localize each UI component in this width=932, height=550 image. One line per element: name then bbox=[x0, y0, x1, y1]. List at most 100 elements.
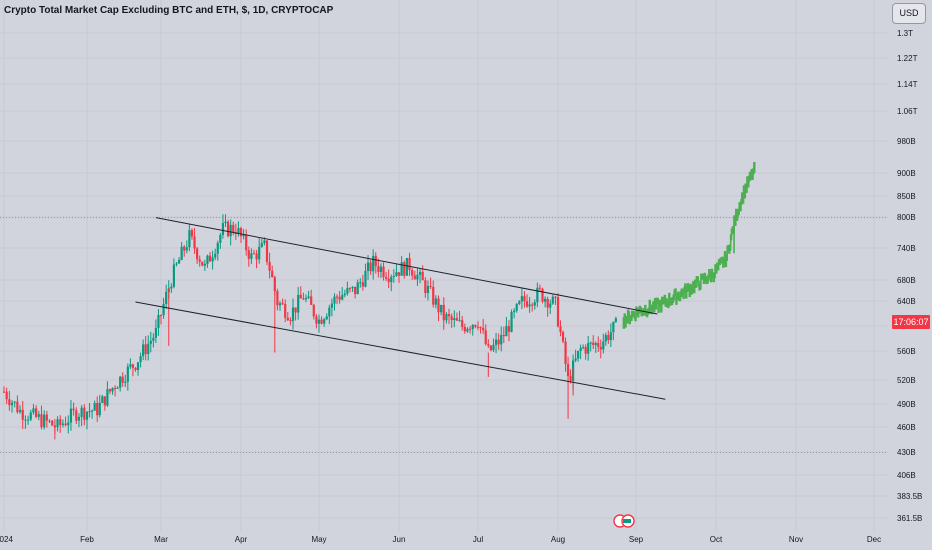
candle bbox=[147, 335, 150, 361]
events-icon[interactable] bbox=[611, 514, 637, 528]
candle-body bbox=[461, 320, 464, 327]
candle-body bbox=[45, 414, 48, 421]
candle-body bbox=[359, 282, 362, 284]
candle-body bbox=[476, 326, 480, 328]
candle-body bbox=[297, 294, 300, 313]
candle bbox=[211, 250, 214, 270]
candle bbox=[533, 299, 536, 310]
candle bbox=[226, 219, 230, 238]
channel-lines bbox=[135, 217, 666, 400]
candle-body bbox=[494, 339, 498, 345]
candle-body bbox=[21, 409, 24, 420]
candle bbox=[252, 249, 256, 255]
candle bbox=[250, 248, 253, 264]
candle bbox=[183, 244, 186, 257]
candle-body bbox=[121, 376, 124, 383]
candle-body bbox=[528, 304, 531, 307]
candle-body bbox=[75, 410, 78, 421]
candle bbox=[208, 251, 212, 262]
candle-body bbox=[221, 223, 225, 236]
candle bbox=[142, 339, 145, 361]
candle bbox=[474, 324, 477, 329]
chart-grid bbox=[0, 0, 888, 532]
candle-body bbox=[61, 423, 65, 425]
candle bbox=[260, 238, 263, 248]
candle bbox=[369, 259, 372, 275]
candle-body bbox=[599, 346, 602, 350]
candle-body bbox=[136, 362, 140, 370]
candle bbox=[188, 224, 191, 252]
candle-body bbox=[2, 391, 6, 393]
candle-body bbox=[479, 327, 482, 329]
y-tick-label: 1.06T bbox=[897, 107, 918, 116]
candle-body bbox=[5, 391, 8, 400]
candle bbox=[278, 301, 282, 311]
candle-body bbox=[489, 345, 493, 351]
candle-body bbox=[260, 242, 263, 247]
candle bbox=[612, 321, 615, 341]
candle bbox=[175, 261, 178, 267]
candle bbox=[387, 269, 390, 289]
candle bbox=[35, 405, 38, 419]
candle-body bbox=[432, 286, 435, 305]
candle bbox=[286, 311, 289, 322]
candle bbox=[8, 390, 11, 411]
candle bbox=[341, 287, 344, 301]
candle bbox=[351, 286, 354, 292]
candle-body bbox=[416, 274, 419, 280]
x-tick-label: Dec bbox=[867, 535, 881, 544]
currency-button[interactable]: USD bbox=[892, 3, 926, 24]
candle-body bbox=[271, 270, 274, 278]
candle-body bbox=[315, 316, 318, 324]
candle bbox=[219, 232, 222, 249]
candle-body bbox=[513, 310, 516, 313]
candle bbox=[599, 339, 602, 359]
candle bbox=[214, 248, 217, 261]
candle bbox=[584, 344, 587, 360]
candle bbox=[531, 302, 534, 312]
candle-body bbox=[469, 328, 472, 330]
candle-body bbox=[549, 303, 552, 308]
candle bbox=[281, 298, 284, 305]
candle-body bbox=[310, 296, 313, 305]
candle bbox=[59, 415, 62, 433]
candle bbox=[442, 297, 445, 330]
candle-body bbox=[559, 326, 562, 333]
projection-series bbox=[622, 162, 756, 329]
candle-body bbox=[196, 248, 199, 260]
candle-body bbox=[574, 358, 577, 361]
candle-body bbox=[206, 255, 209, 265]
candle-body bbox=[320, 319, 323, 324]
candle bbox=[476, 321, 480, 331]
candle bbox=[203, 259, 206, 271]
candle-body bbox=[447, 314, 451, 317]
candlestick-series bbox=[2, 214, 617, 440]
candle bbox=[64, 416, 67, 427]
y-tick-label: 361.5B bbox=[897, 514, 922, 523]
candle bbox=[554, 295, 557, 305]
candle bbox=[604, 332, 607, 346]
candle-body bbox=[577, 350, 580, 359]
candle bbox=[119, 375, 122, 392]
x-tick-label: Oct bbox=[710, 535, 723, 544]
candle-body bbox=[413, 275, 416, 280]
candle-body bbox=[159, 315, 163, 317]
candle-body bbox=[387, 278, 390, 283]
candle-body bbox=[32, 408, 35, 413]
candle bbox=[577, 350, 580, 362]
candle-body bbox=[323, 319, 326, 324]
y-axis: 1.3T 1.22T 1.14T 1.06T 980B 900B 850B 800B 740B 6… bbox=[897, 29, 922, 523]
candle-body bbox=[561, 332, 565, 342]
candle bbox=[185, 240, 188, 254]
candle-body bbox=[594, 343, 597, 345]
candle-body bbox=[265, 240, 269, 262]
candle-body bbox=[59, 419, 62, 425]
candle-body bbox=[434, 298, 437, 305]
candle-body bbox=[582, 347, 585, 349]
candle bbox=[24, 415, 27, 429]
candle-body bbox=[149, 340, 152, 344]
candle bbox=[106, 381, 109, 407]
candle-body bbox=[37, 414, 40, 417]
candle bbox=[328, 304, 331, 325]
